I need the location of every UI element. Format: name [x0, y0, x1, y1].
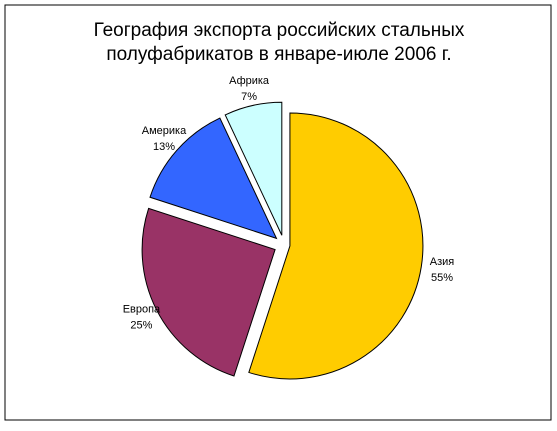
pie-slice [149, 117, 278, 240]
slice-label: Африка [229, 75, 270, 87]
slice-value-label: 55% [431, 272, 453, 284]
slice-label: Европа [123, 304, 161, 316]
slice-value-label: 7% [241, 91, 257, 103]
chart-title: полуфабрикатов в январе-июле 2006 г. [106, 44, 451, 65]
slice-label: Америка [142, 125, 187, 137]
slice-label: Азия [430, 256, 455, 268]
pie-slice [141, 207, 276, 377]
pie-slice [224, 101, 283, 236]
slice-value-label: 25% [130, 320, 152, 332]
pie-slice [248, 112, 424, 380]
slice-value-label: 13% [153, 141, 175, 153]
chart-title: География экспорта российских стальных [94, 20, 465, 41]
